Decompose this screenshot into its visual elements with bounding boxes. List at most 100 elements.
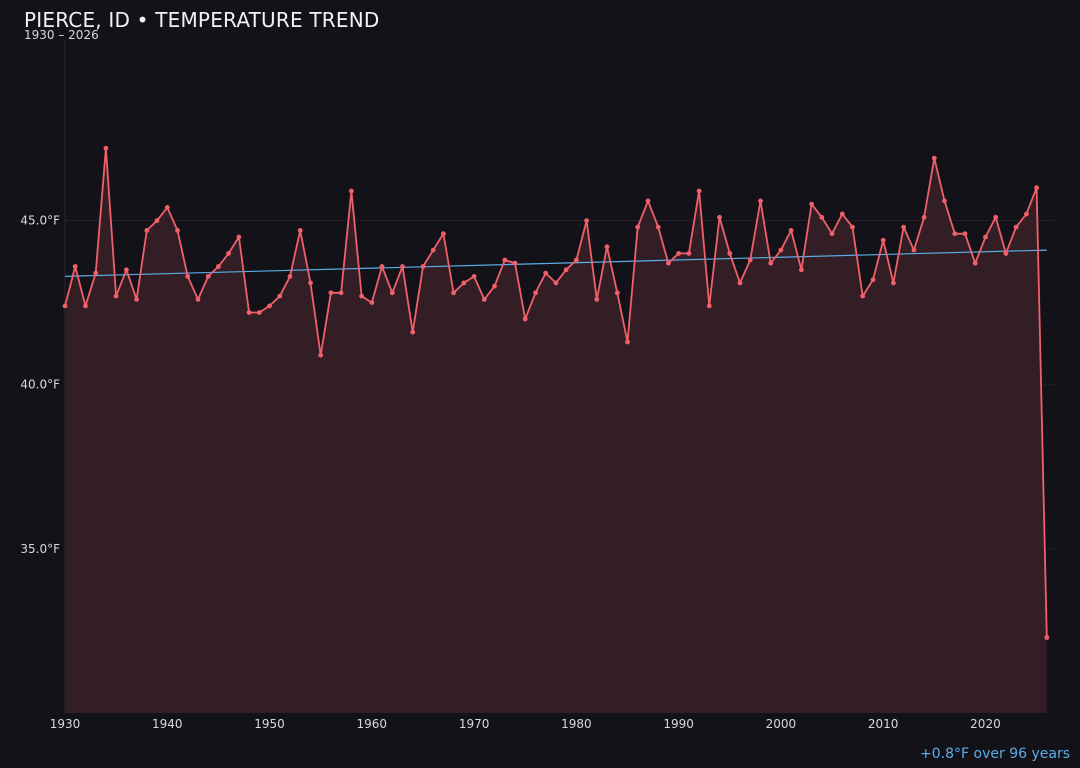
data-point: [696, 188, 702, 194]
data-point: [512, 260, 518, 266]
data-point: [246, 310, 252, 315]
data-point: [747, 257, 753, 263]
data-point: [83, 303, 88, 309]
x-tick-label: 1980: [561, 717, 592, 731]
data-point: [942, 198, 947, 204]
data-point: [809, 201, 814, 207]
data-point: [829, 231, 835, 237]
data-point: [492, 283, 497, 289]
data-point: [625, 339, 630, 345]
data-point: [962, 231, 968, 237]
data-point: [144, 228, 150, 233]
data-point: [911, 247, 917, 253]
data-point: [195, 297, 201, 302]
x-tick-label: 1930: [50, 717, 81, 731]
data-point: [400, 264, 405, 269]
x-tick-labels: 1930 1940 1950 1960 1970 1980 1990 2000 2010 2020: [50, 717, 1001, 731]
data-point: [635, 224, 641, 230]
data-point: [359, 293, 364, 299]
data-point: [717, 214, 722, 220]
data-point: [952, 231, 958, 237]
data-point: [614, 290, 620, 296]
data-point: [164, 205, 170, 210]
series-area-fill: [65, 148, 1047, 714]
data-point: [338, 290, 344, 296]
data-point: [574, 257, 579, 263]
data-point: [584, 218, 589, 224]
data-point: [737, 280, 743, 286]
y-tick-label: 45.0°F: [20, 214, 60, 228]
data-point: [931, 155, 937, 161]
data-point: [778, 247, 784, 253]
data-point: [727, 251, 733, 256]
data-point: [451, 290, 456, 296]
data-point: [1003, 251, 1009, 256]
data-point: [563, 267, 569, 273]
data-point: [1013, 224, 1019, 230]
data-point: [185, 274, 191, 279]
data-point: [134, 297, 140, 302]
data-point: [880, 237, 886, 243]
data-point: [236, 234, 242, 240]
data-point: [502, 257, 508, 263]
data-point: [369, 300, 375, 305]
data-point: [318, 352, 324, 358]
x-tick-label: 1940: [152, 717, 183, 731]
data-point: [1034, 185, 1039, 191]
data-point: [349, 188, 354, 194]
y-tick-labels: 35.0°F 40.0°F 45.0°F: [20, 214, 60, 556]
x-tick-label: 1990: [663, 717, 694, 731]
data-point: [645, 198, 651, 204]
data-point: [819, 214, 825, 220]
data-point: [686, 251, 692, 256]
data-point: [533, 290, 538, 296]
data-point: [901, 224, 906, 230]
y-tick-label: 35.0°F: [20, 542, 60, 556]
data-point: [983, 234, 988, 240]
data-point: [93, 270, 99, 276]
data-point: [522, 316, 528, 322]
data-point: [379, 264, 385, 269]
data-point: [655, 224, 661, 230]
data-point: [461, 280, 467, 286]
x-tick-label: 1960: [357, 717, 388, 731]
trend-annotation: +0.8°F over 96 years: [920, 746, 1070, 762]
data-point: [788, 228, 794, 233]
chart-subtitle: 1930 – 2026: [24, 28, 99, 42]
data-point: [676, 251, 681, 256]
data-point: [1024, 211, 1029, 217]
data-point: [430, 247, 436, 253]
data-point: [205, 274, 211, 279]
data-point: [72, 264, 78, 269]
data-point: [666, 260, 671, 266]
data-point: [543, 270, 549, 276]
data-point: [850, 224, 855, 230]
y-tick-label: 40.0°F: [20, 378, 60, 392]
data-point: [604, 244, 610, 250]
x-tick-label: 2000: [766, 717, 797, 731]
data-point: [839, 211, 845, 217]
data-point: [103, 145, 109, 151]
data-point: [216, 264, 221, 269]
x-tick-label: 2020: [970, 717, 1001, 731]
data-point: [287, 274, 293, 279]
data-point: [226, 251, 232, 256]
data-point: [921, 214, 927, 220]
data-point: [277, 293, 283, 299]
data-point: [870, 277, 876, 283]
series-points: [62, 145, 1050, 640]
x-tick-label: 2010: [868, 717, 899, 731]
data-point: [993, 214, 999, 220]
data-point: [256, 310, 262, 315]
data-point: [706, 303, 712, 309]
data-point: [410, 329, 416, 335]
data-point: [62, 303, 68, 309]
trend-line: [64, 249, 1047, 277]
data-point: [471, 274, 477, 279]
data-point: [1044, 635, 1050, 640]
data-point: [420, 264, 426, 269]
x-tick-label: 1950: [254, 717, 285, 731]
data-point: [768, 260, 774, 266]
data-point: [441, 231, 446, 237]
